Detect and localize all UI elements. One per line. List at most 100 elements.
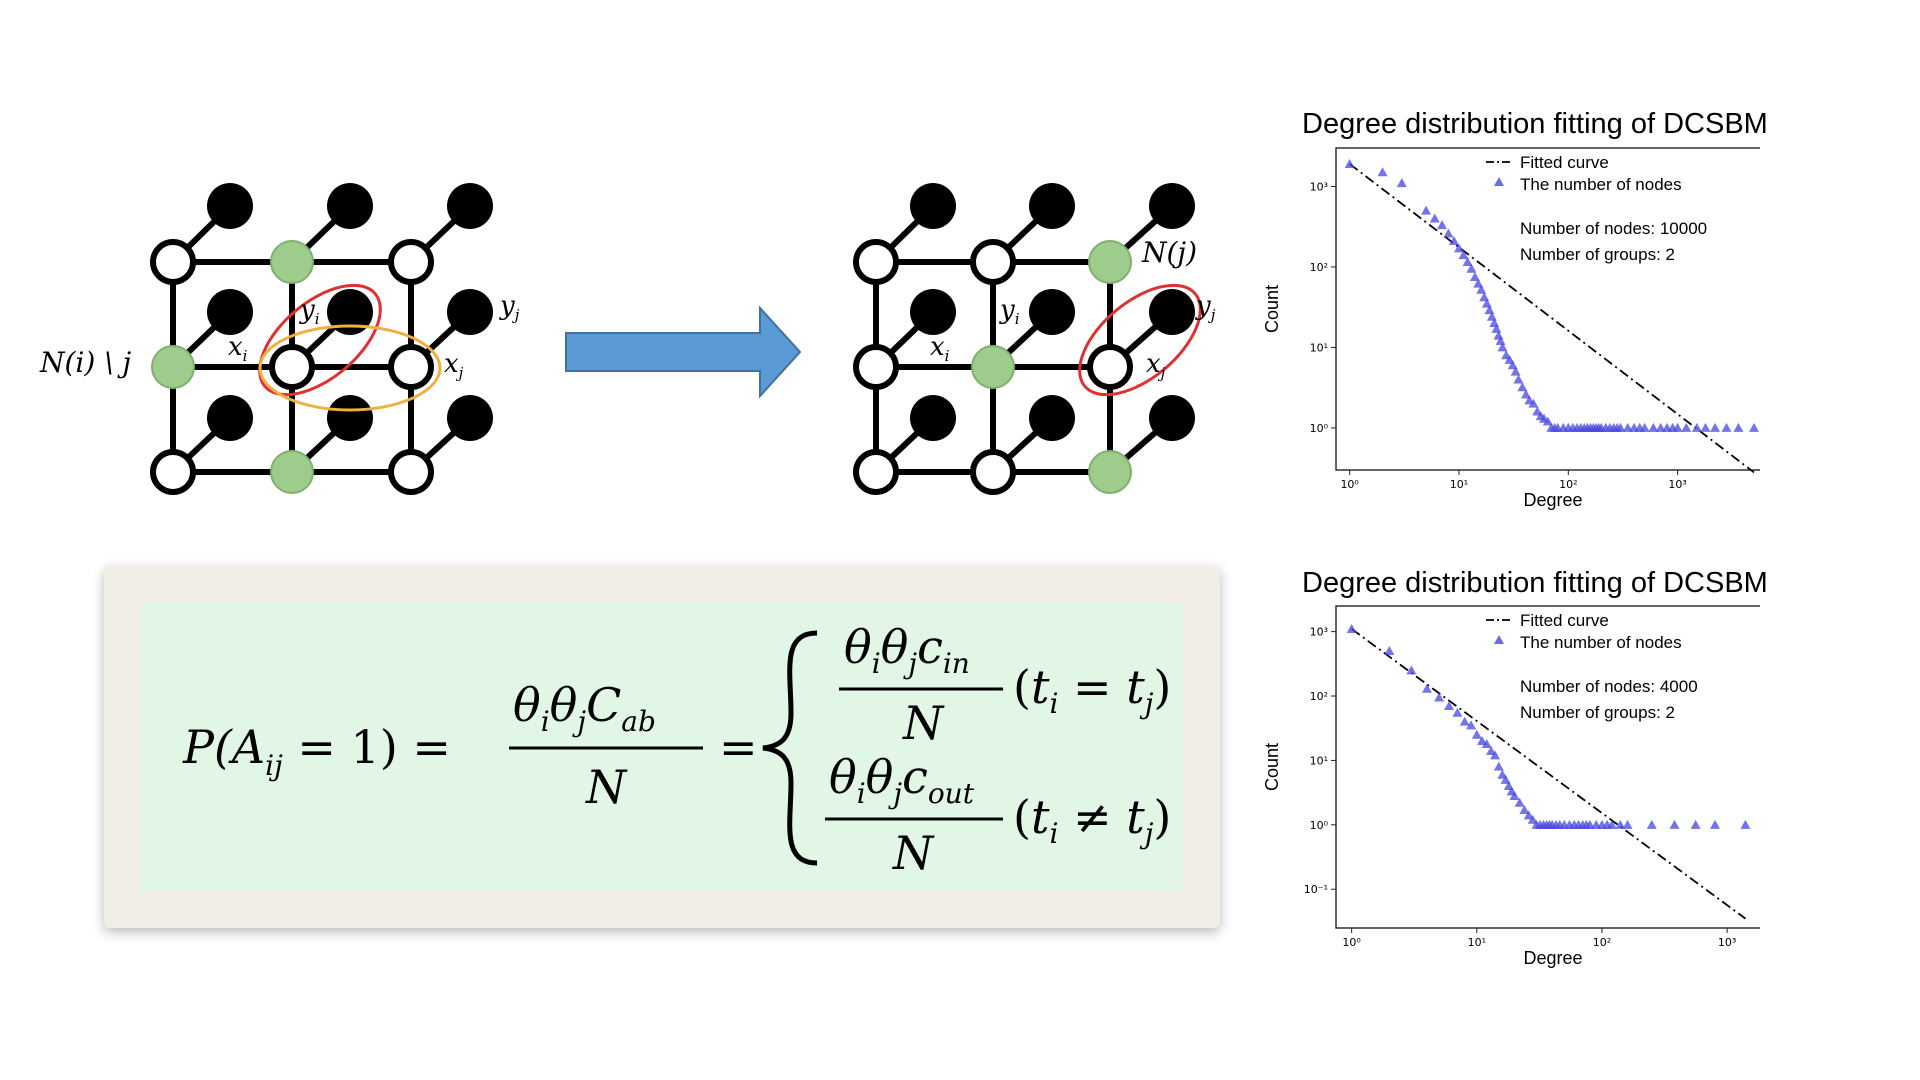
chart2-data-point <box>1710 819 1721 829</box>
chart2-data-point <box>1466 720 1477 730</box>
left-red-ellipse <box>258 283 382 397</box>
chart1-data-point <box>1466 263 1477 273</box>
chart1-data-point <box>1458 250 1469 260</box>
chart2-data-point <box>1471 729 1482 739</box>
chart1-data-point <box>1448 235 1459 245</box>
formula-brace <box>762 630 818 866</box>
chart2-fitted-curve <box>1351 628 1746 920</box>
chart2-data-point <box>1421 683 1432 693</box>
formula-frac-denominator: N <box>585 760 628 814</box>
chart1-xtick-label: 10² <box>1559 478 1577 491</box>
chart1-data-point <box>1528 398 1539 408</box>
chart1-data-point <box>1622 422 1633 432</box>
chart2-ytick-label: 10⁰ <box>1310 819 1329 832</box>
chart1-data-point <box>1473 278 1484 288</box>
chart1-data-point <box>1672 422 1683 432</box>
chart1-data-point <box>1710 422 1721 432</box>
chart2-data-point <box>1509 791 1520 801</box>
chart1-data-point <box>1443 228 1454 238</box>
chart1-data-point <box>1655 422 1666 432</box>
right-label-neighbors: N(j) <box>1141 236 1197 269</box>
chart2-data-point <box>1493 761 1504 771</box>
formula-svg: P(Aij = 1) = θiθjCab N = θiθjcin N (ti =… <box>182 620 1171 880</box>
chart1-annotation: Number of nodes: 10000 <box>1520 219 1707 238</box>
chart1-legend-nodes: The number of nodes <box>1520 175 1682 194</box>
chart1-data-point <box>1344 158 1355 168</box>
formula-frac-numerator: θiθjCab <box>513 678 656 738</box>
chart1-data-point <box>1513 374 1524 384</box>
right-lattice-green-nodes <box>971 240 1132 494</box>
chart2-annotation: Number of groups: 2 <box>1520 703 1675 722</box>
chart2-ytick-label: 10³ <box>1310 626 1328 639</box>
chart1-data-point <box>1476 284 1487 294</box>
chart2-data-point <box>1519 804 1530 814</box>
chart1-legend-triangle-swatch <box>1494 177 1504 186</box>
chart2-data-point <box>1481 738 1492 748</box>
chart1-data-point <box>1491 323 1502 333</box>
left-lattice-black-nodes <box>207 183 493 441</box>
chart1-data-point <box>1429 213 1440 223</box>
chart1-data-point <box>1542 416 1553 426</box>
chart1-title: Degree distribution fitting of DCSBM <box>1302 108 1768 140</box>
chart1-ytick-label: 10³ <box>1310 180 1328 193</box>
chart1-data-point <box>1615 422 1626 432</box>
chart2-data-point <box>1669 819 1680 829</box>
chart1-data-point <box>1497 342 1508 352</box>
chart2-data-point <box>1527 814 1538 824</box>
chart2-annotation: Number of nodes: 4000 <box>1520 677 1698 696</box>
chart1-data-point <box>1517 382 1528 392</box>
chart1: 10⁰ 10¹ 10² 10³ 10⁰ 10¹ 10² 10³ Degree Count Fitte… <box>1262 147 1760 510</box>
chart1-data-point <box>1749 422 1760 432</box>
chart1-data-point <box>1691 422 1702 432</box>
chart2-data-point <box>1490 750 1501 760</box>
left-label-xj: xj <box>444 349 464 382</box>
chart1-ylabel: Count <box>1262 285 1282 333</box>
chart2-xtick-label: 10³ <box>1718 936 1736 949</box>
chart2-data-point <box>1584 819 1595 829</box>
formula-card: P(Aij = 1) = θiθjCab N = θiθjcin N (ti =… <box>104 566 1220 928</box>
chart2-data-point <box>1406 665 1417 675</box>
chart2-data-point <box>1384 646 1395 656</box>
chart1-data-point <box>1495 336 1506 346</box>
chart2-data-point <box>1434 692 1445 702</box>
case1-denominator: N <box>902 696 945 750</box>
chart1-data-point <box>1437 220 1448 230</box>
left-label-yi: yi <box>299 295 320 328</box>
formula-panel: P(Aij = 1) = θiθjCab N = θiθjcin N (ti =… <box>141 603 1183 891</box>
chart1-xtick-label: 10³ <box>1668 478 1686 491</box>
chart2-data-point <box>1476 736 1487 746</box>
chart1-data-point <box>1396 178 1407 188</box>
chart2-data-point <box>1500 774 1511 784</box>
formula-lhs: P(Aij = 1) = <box>182 720 451 782</box>
chart2-data-point <box>1740 819 1751 829</box>
chart2-ytick-label: 10² <box>1310 690 1328 703</box>
chart2-legend-triangle-swatch <box>1494 635 1504 644</box>
chart1-data-point <box>1462 257 1473 267</box>
chart1-data-point <box>1453 243 1464 253</box>
left-lattice-white-nodes <box>150 239 434 495</box>
chart1-frame <box>1335 147 1760 471</box>
chart1-data-point <box>1648 422 1659 432</box>
chart1-legend-fitted: Fitted curve <box>1520 153 1609 172</box>
left-label-neighbors: N(i) \ j <box>39 346 132 379</box>
case1-numerator: θiθjcin <box>844 620 970 680</box>
left-lattice-green-nodes <box>151 240 314 494</box>
chart1-data-point <box>1510 366 1521 376</box>
chart2-data-point <box>1690 819 1701 829</box>
chart2-data-point <box>1523 810 1534 820</box>
chart1-data-point <box>1469 271 1480 281</box>
chart1-data-point <box>1479 292 1490 302</box>
chart1-ytick-label: 10⁰ <box>1310 422 1329 435</box>
chart1-data-point <box>1721 422 1732 432</box>
transition-arrow <box>565 305 802 399</box>
right-red-ellipse <box>1078 283 1202 397</box>
chart1-data-point <box>1507 360 1518 370</box>
chart2-ylabel: Count <box>1262 743 1282 791</box>
chart2-data-point <box>1622 819 1633 829</box>
left-label-yj: yj <box>499 291 520 324</box>
chart2-data-point <box>1615 819 1626 829</box>
chart2-legend-fitted: Fitted curve <box>1520 611 1609 630</box>
chart2-data-point <box>1346 623 1357 633</box>
chart2-ytick-label: 10¹ <box>1310 754 1328 767</box>
